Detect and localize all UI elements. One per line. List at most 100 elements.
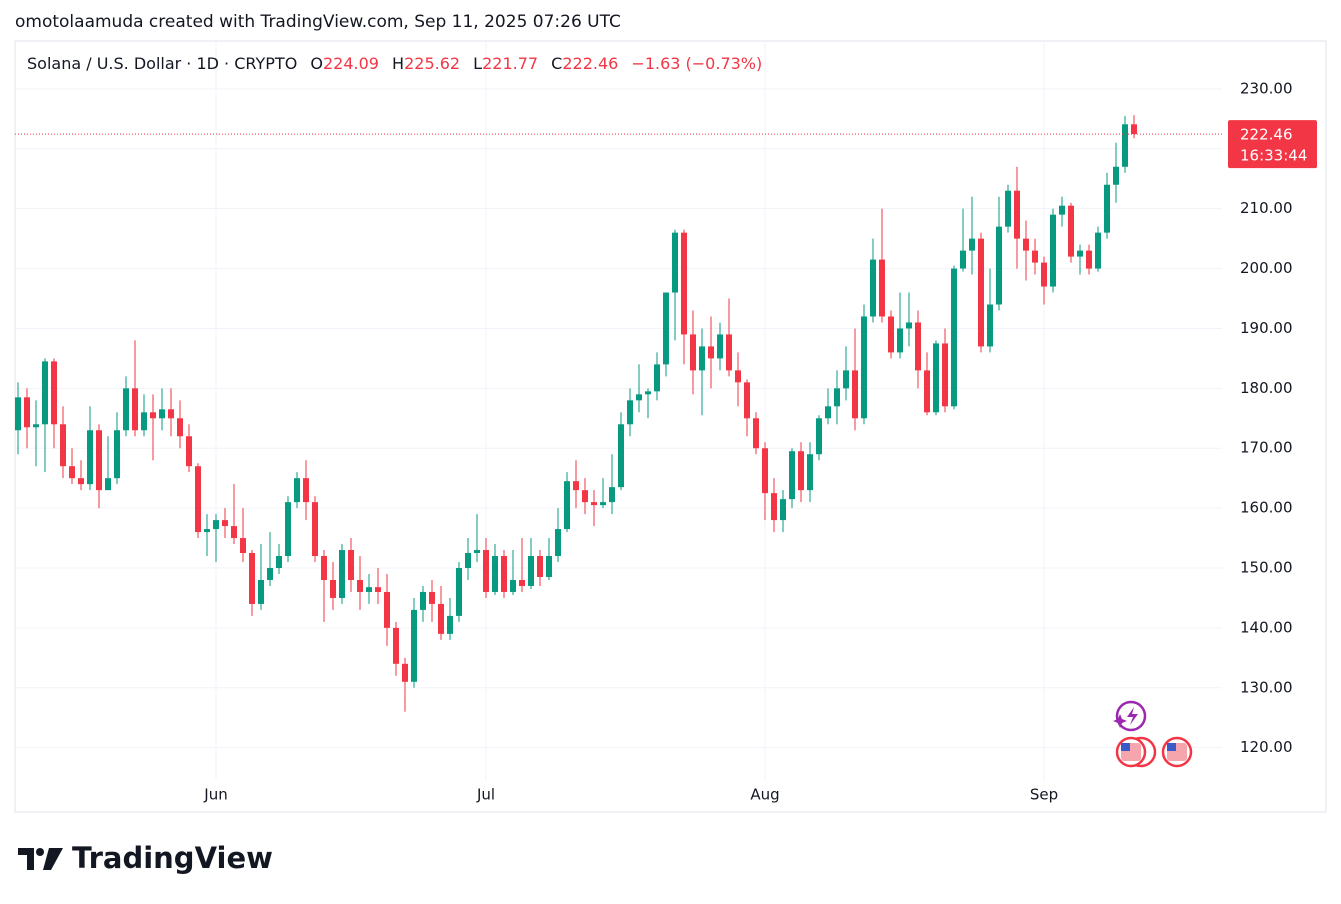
candle-body xyxy=(465,553,471,569)
brand-name: TradingView xyxy=(72,841,273,875)
candle-body xyxy=(978,238,984,347)
candle-body xyxy=(105,478,111,491)
candle-body xyxy=(195,466,201,533)
candle-body xyxy=(501,556,507,592)
price-tag xyxy=(1228,120,1317,169)
candles xyxy=(15,115,1137,712)
y-tick-label: 190.00 xyxy=(1240,319,1293,337)
candle-body xyxy=(1032,250,1038,263)
low-value: 221.77 xyxy=(482,54,538,73)
y-tick-label: 230.00 xyxy=(1240,79,1293,97)
y-tick-label: 120.00 xyxy=(1240,738,1293,756)
candle-body xyxy=(798,451,804,491)
candle-body xyxy=(114,430,120,479)
chart-pane xyxy=(14,40,1327,813)
change-value: −1.63 (−0.73%) xyxy=(631,54,762,73)
candle-body xyxy=(384,591,390,628)
y-tick-label: 130.00 xyxy=(1240,678,1293,696)
candle-body xyxy=(843,370,849,389)
candle-body xyxy=(285,502,291,557)
candle-body xyxy=(393,627,399,664)
candle-body xyxy=(645,391,651,395)
candle-body xyxy=(1077,250,1083,257)
candle-body xyxy=(321,556,327,580)
candle-body xyxy=(591,502,597,506)
candle-body xyxy=(753,418,759,449)
candle-body xyxy=(870,259,876,317)
candle-body xyxy=(303,478,309,503)
candle-body xyxy=(618,424,624,488)
candle-body xyxy=(1023,238,1029,251)
flag xyxy=(1121,743,1130,751)
candle-body xyxy=(735,370,741,383)
candle-body xyxy=(717,334,723,359)
candle-body xyxy=(771,493,777,521)
candle-body xyxy=(411,609,417,682)
candle-body xyxy=(636,394,642,401)
candle-body xyxy=(600,502,606,506)
candle-body xyxy=(519,579,525,586)
candle-body xyxy=(402,663,408,682)
candle-body xyxy=(1095,232,1101,269)
candle-body xyxy=(573,481,579,491)
candle-body xyxy=(456,568,462,616)
candle-body xyxy=(51,361,57,425)
candle-body xyxy=(258,579,264,604)
candle-body xyxy=(1113,166,1119,185)
candle-body xyxy=(492,556,498,592)
candle-body xyxy=(78,478,84,485)
open-value: 224.09 xyxy=(323,54,379,73)
candle-body xyxy=(834,388,840,407)
countdown: 16:33:44 xyxy=(1240,147,1307,165)
candle-body xyxy=(330,579,336,598)
ohlc-label: H xyxy=(392,54,404,73)
candle-body xyxy=(960,250,966,269)
candle-body xyxy=(672,232,678,293)
candle-body xyxy=(141,412,147,431)
candle-body xyxy=(1131,124,1137,135)
candle-body xyxy=(375,587,381,592)
x-tick-label: Sep xyxy=(1030,786,1058,804)
candle-body xyxy=(267,568,273,580)
candle-body xyxy=(231,526,237,539)
candle-body xyxy=(879,259,885,317)
candle-body xyxy=(555,529,561,557)
candle-body xyxy=(654,364,660,392)
logo-mark xyxy=(36,848,44,856)
candle-body xyxy=(699,346,705,371)
candle-body xyxy=(609,487,615,503)
x-tick-label: Jul xyxy=(476,786,495,804)
candle-body xyxy=(1122,124,1128,167)
candle-body xyxy=(924,370,930,413)
candle-body xyxy=(294,478,300,503)
logo-mark xyxy=(18,848,34,870)
y-tick-label: 210.00 xyxy=(1240,199,1293,217)
candle-body xyxy=(312,502,318,557)
candle-body xyxy=(1068,205,1074,257)
candle-body xyxy=(681,232,687,335)
x-tick-label: Aug xyxy=(750,786,779,804)
candle-body xyxy=(564,481,570,530)
close-value: 222.46 xyxy=(562,54,618,73)
candle-body xyxy=(1005,190,1011,227)
candle-body xyxy=(969,238,975,251)
candle-body xyxy=(60,424,66,467)
candle-body xyxy=(897,328,903,353)
candle-body xyxy=(474,550,480,554)
candle-body xyxy=(276,556,282,569)
candle-body xyxy=(357,579,363,592)
candle-body xyxy=(762,448,768,494)
price-tag-value: 222.46 xyxy=(1240,126,1293,144)
candle-body xyxy=(1104,184,1110,233)
candle-body xyxy=(510,579,516,592)
candle-body xyxy=(249,553,255,604)
candle-body xyxy=(159,409,165,419)
brand-logo: TradingView xyxy=(18,841,273,875)
candle-body xyxy=(546,556,552,577)
attribution: omotolaamuda created with TradingView.co… xyxy=(15,12,621,32)
candle-body xyxy=(663,292,669,365)
candle-body xyxy=(132,388,138,431)
candle-body xyxy=(420,591,426,610)
